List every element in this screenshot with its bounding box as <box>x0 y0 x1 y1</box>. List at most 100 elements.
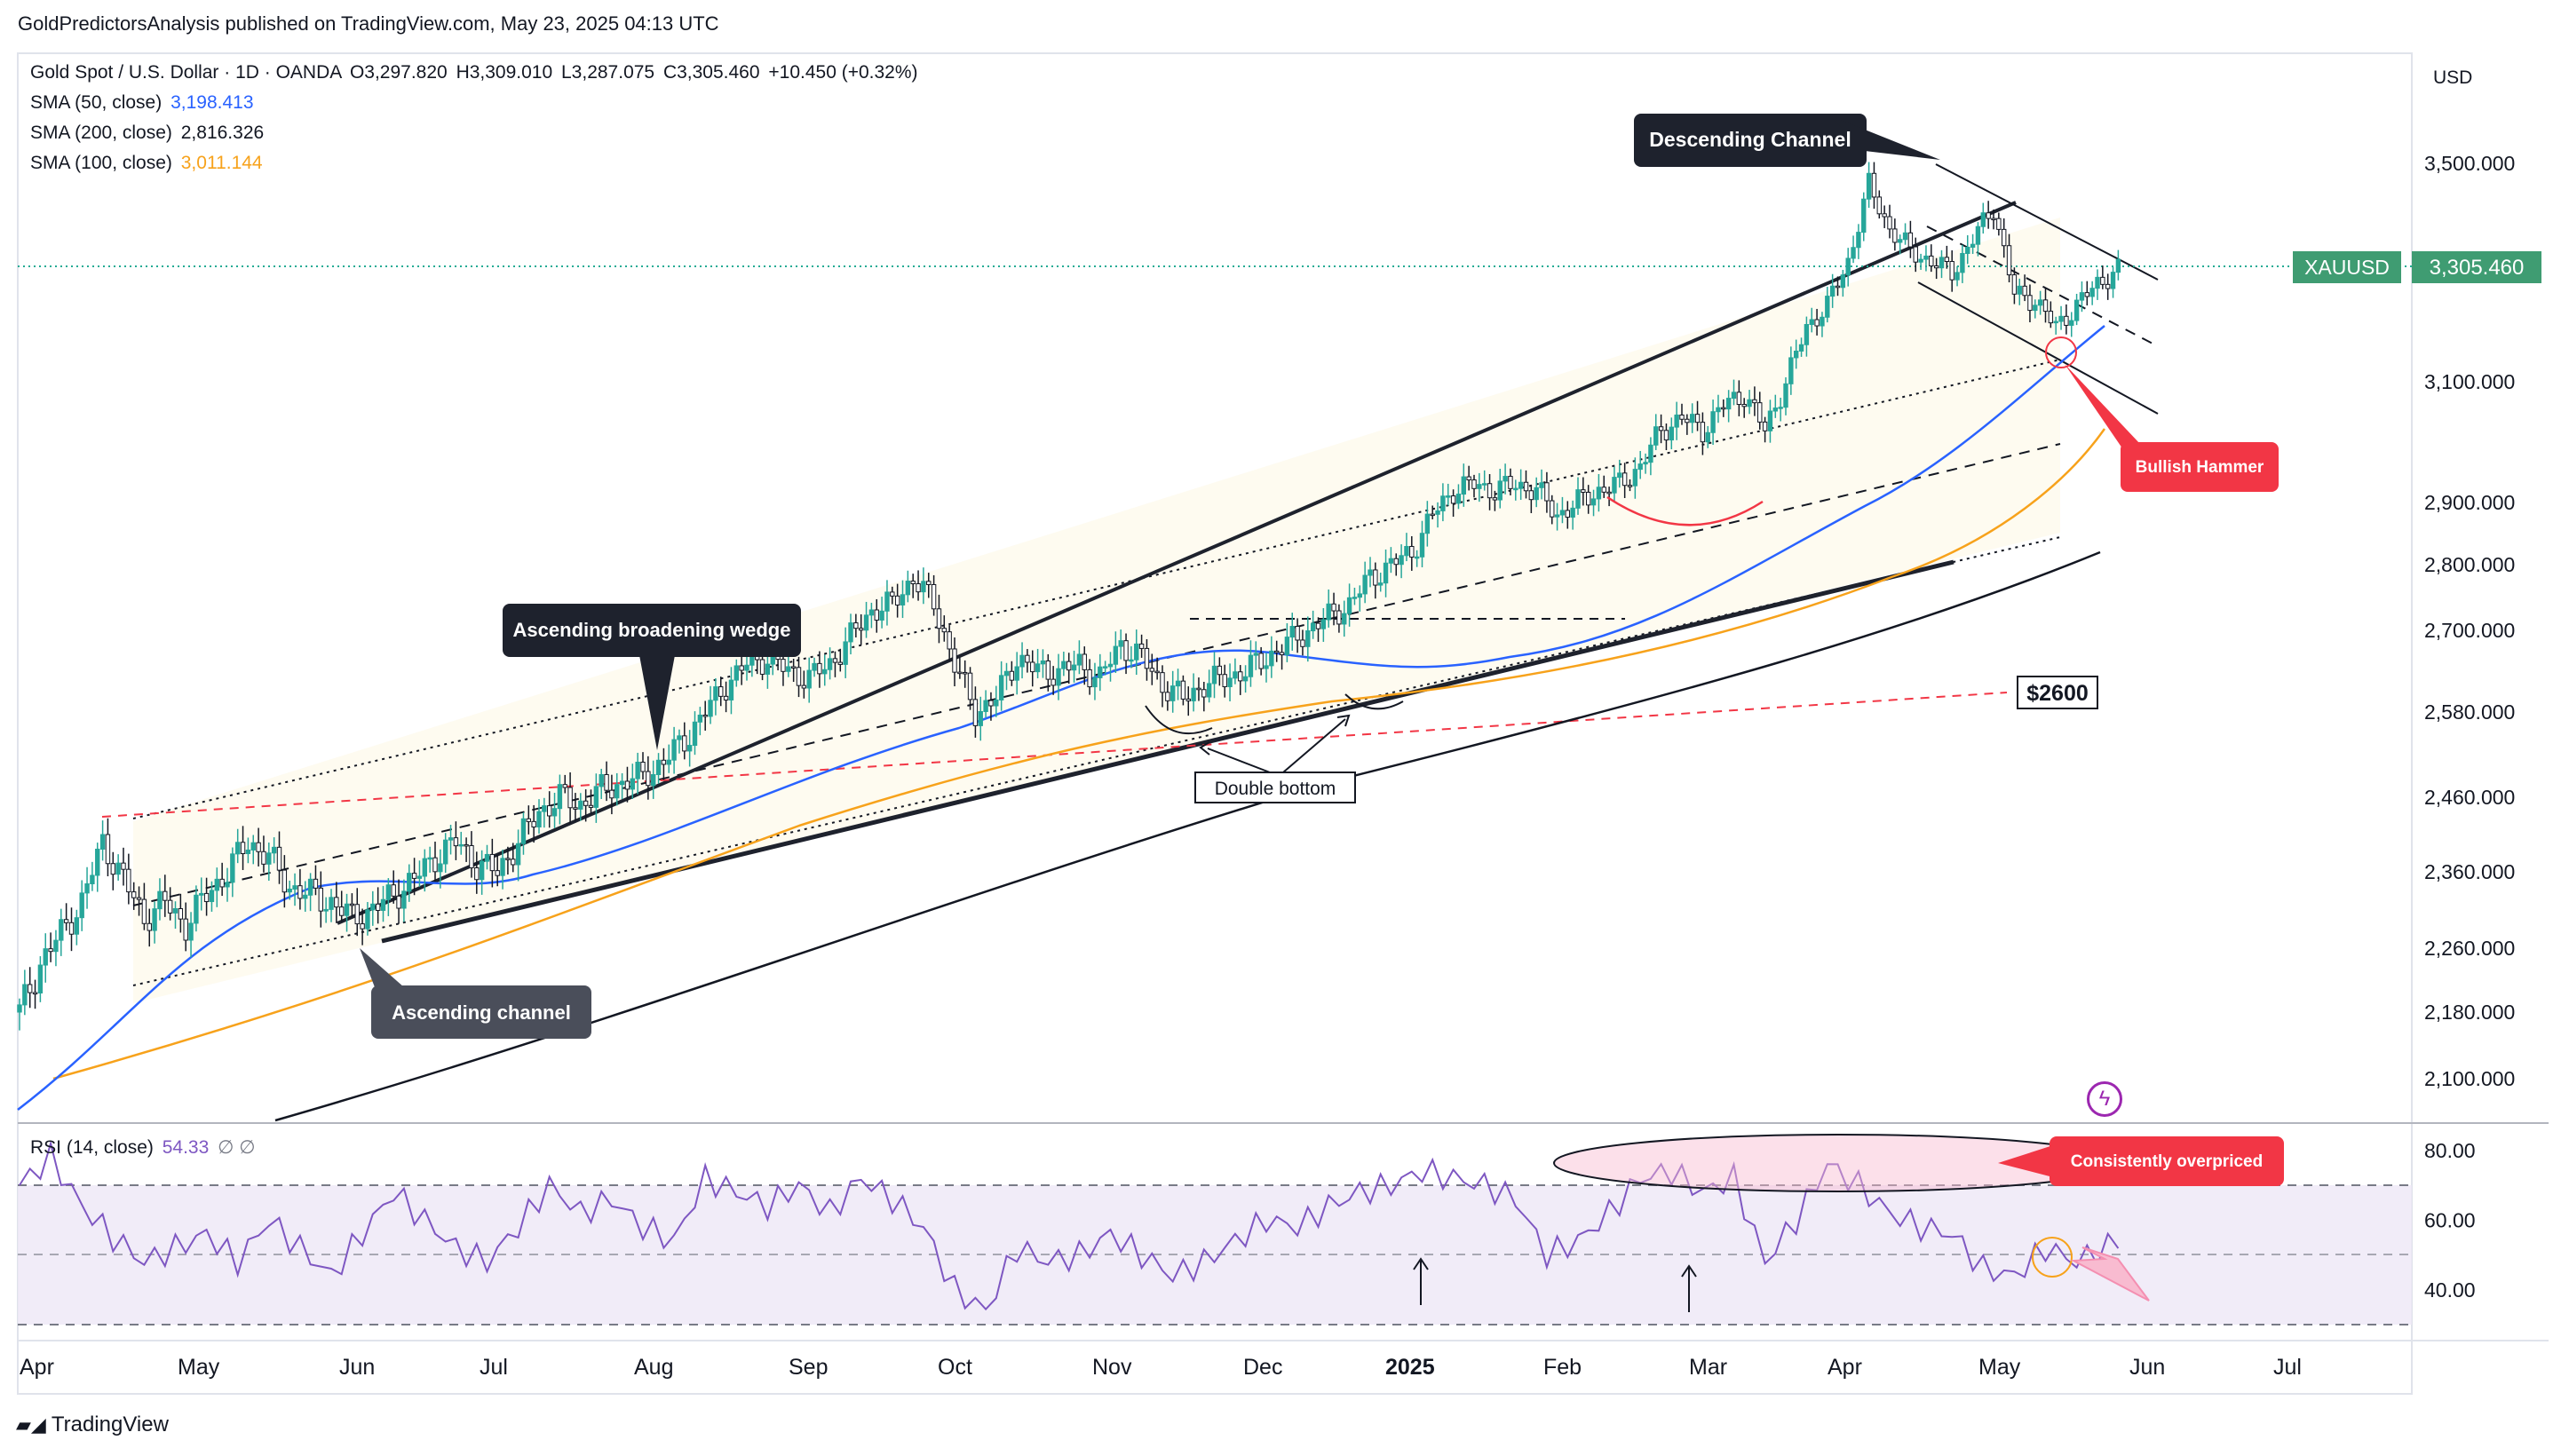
open-value: O3,297.820 <box>349 62 448 83</box>
candle-body <box>1269 650 1274 667</box>
candle-body <box>832 658 838 663</box>
candle-body <box>2053 320 2058 324</box>
candle-body <box>1014 666 1019 681</box>
candle-body <box>1170 685 1176 701</box>
candle-body <box>609 789 614 799</box>
candle-body <box>1767 410 1773 431</box>
candle-body <box>2069 320 2074 326</box>
sma-200-legend[interactable]: SMA (200, close) 2,816.326 <box>30 123 264 144</box>
candle-body <box>292 885 297 890</box>
candle-body <box>786 666 791 672</box>
candle-body <box>692 721 698 747</box>
candle-body <box>1253 653 1258 656</box>
double-bottom-callout[interactable]: Double bottom <box>1194 714 1356 803</box>
candle-body <box>1710 411 1716 433</box>
candle-body <box>1409 546 1415 558</box>
candle-body <box>1960 253 1965 273</box>
candle-body <box>1352 597 1358 599</box>
level-2600-label-box[interactable]: $2600 <box>2017 676 2098 709</box>
candle-body <box>1440 495 1446 511</box>
candle-body <box>136 897 142 900</box>
high-value: H3,309.010 <box>456 62 553 83</box>
candle-body <box>1045 660 1051 680</box>
candle-body <box>79 892 84 919</box>
candle-body <box>1617 472 1622 479</box>
candle-body <box>1087 669 1092 688</box>
candle-body <box>1154 670 1160 674</box>
candle-body <box>261 851 266 865</box>
candle-body <box>1627 485 1633 487</box>
candle-body <box>863 614 869 631</box>
candle-body <box>1809 319 1814 325</box>
time-tick-label: Apr <box>20 1355 54 1380</box>
double-bottom-label: Double bottom <box>1215 779 1336 799</box>
candle-body <box>910 581 916 585</box>
candle-body <box>1882 213 1887 218</box>
candle-body <box>759 659 765 675</box>
candle-body <box>1461 476 1466 495</box>
candle-body <box>1284 637 1290 655</box>
candle-body <box>188 922 194 941</box>
bullish-hammer-callout[interactable]: Bullish Hammer <box>2065 364 2279 492</box>
time-tick-label: Jul <box>2273 1355 2302 1380</box>
candle-body <box>941 628 947 633</box>
candle-body <box>790 666 797 669</box>
candle-body <box>702 714 708 717</box>
time-tick-label: Mar <box>1689 1355 1727 1380</box>
candle-body <box>370 903 376 911</box>
wedge-lower <box>381 559 1954 944</box>
descending-channel-callout[interactable]: Descending Channel <box>1634 114 1940 167</box>
candle-body <box>1238 671 1243 682</box>
candle-body <box>1783 383 1788 408</box>
candle-body <box>172 907 178 914</box>
candle-body <box>588 804 594 808</box>
candle-body <box>2089 288 2095 297</box>
candle-body <box>1829 285 1836 297</box>
overpriced-label: Consistently overpriced <box>2071 1152 2263 1171</box>
price-tick-label: 2,900.000 <box>2424 491 2515 514</box>
sma-50-legend[interactable]: SMA (50, close) 3,198.413 <box>30 92 254 114</box>
sma-100-line <box>52 428 2106 1080</box>
candle-body <box>1279 652 1285 655</box>
overpriced-callout[interactable]: Consistently overpriced <box>1998 1136 2284 1186</box>
candle-body <box>1248 654 1254 677</box>
candle-body <box>1274 650 1280 653</box>
candle-body <box>1876 196 1883 215</box>
candle-body <box>115 862 121 875</box>
time-tick-label: Aug <box>634 1355 673 1380</box>
candle-body <box>1778 407 1783 409</box>
candle-body <box>484 853 490 862</box>
candle-body <box>1513 487 1518 491</box>
candle-body <box>2115 258 2121 273</box>
candle-body <box>401 890 407 909</box>
currency-label[interactable]: USD <box>2433 67 2473 88</box>
ascending-wedge-callout[interactable]: Ascending broadening wedge <box>503 604 801 750</box>
candle-body <box>2058 315 2064 322</box>
candle-body <box>307 878 313 896</box>
candle-body <box>542 805 547 812</box>
time-tick-label: Nov <box>1092 1355 1132 1380</box>
descending-channel-label: Descending Channel <box>1649 128 1851 151</box>
candle-body <box>655 759 662 775</box>
candle-body <box>1368 569 1373 576</box>
candle-body <box>1752 399 1757 404</box>
candle-body <box>723 695 729 700</box>
candle-body <box>817 662 822 675</box>
candle-body <box>1071 664 1077 671</box>
candle-body <box>458 843 464 847</box>
candle-body <box>1227 677 1233 688</box>
candle-body <box>1575 489 1581 509</box>
lightning-icon[interactable]: ϟ <box>2087 1081 2122 1117</box>
rsi-legend[interactable]: RSI (14, close) 54.33 ∅ ∅ <box>30 1136 256 1159</box>
candle-body <box>225 882 230 888</box>
sma-50-value: 3,198.413 <box>170 92 254 113</box>
candle-body <box>1887 216 1892 230</box>
candle-body <box>147 922 152 931</box>
double-bottom-arc-1 <box>1145 705 1213 735</box>
sma-100-legend[interactable]: SMA (100, close) 3,011.144 <box>30 153 263 174</box>
candle-body <box>1424 513 1431 534</box>
ascending-channel-callout[interactable]: Ascending channel <box>360 948 591 1039</box>
rsi-dip-circle <box>2032 1237 2073 1278</box>
candle-body <box>520 818 527 844</box>
